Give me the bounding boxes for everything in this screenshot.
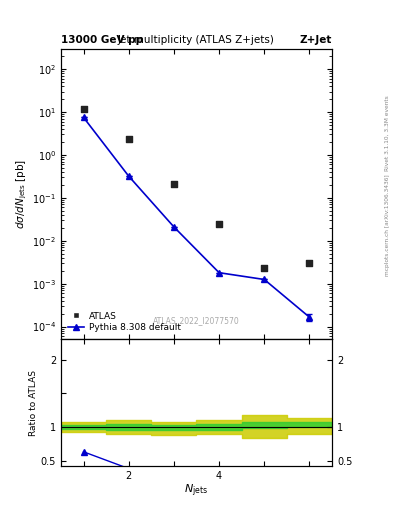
Text: Rivet 3.1.10, 3.3M events: Rivet 3.1.10, 3.3M events <box>385 95 389 171</box>
Point <box>216 220 222 228</box>
Legend: ATLAS, Pythia 8.308 default: ATLAS, Pythia 8.308 default <box>65 309 184 335</box>
Point <box>171 180 177 188</box>
Point <box>261 264 267 272</box>
Y-axis label: Ratio to ATLAS: Ratio to ATLAS <box>29 370 38 436</box>
X-axis label: $N_\mathrm{jets}$: $N_\mathrm{jets}$ <box>184 482 209 499</box>
Title: Jet multiplicity (ATLAS Z+jets): Jet multiplicity (ATLAS Z+jets) <box>118 35 275 45</box>
Text: 13000 GeV pp: 13000 GeV pp <box>61 35 143 45</box>
Text: Z+Jet: Z+Jet <box>300 35 332 45</box>
Point <box>80 105 86 114</box>
Text: mcplots.cern.ch [arXiv:1306.3436]: mcplots.cern.ch [arXiv:1306.3436] <box>385 175 389 276</box>
Point <box>125 135 132 143</box>
Y-axis label: $d\sigma/dN_\mathrm{jets}$ [pb]: $d\sigma/dN_\mathrm{jets}$ [pb] <box>15 159 29 229</box>
Text: ATLAS_2022_I2077570: ATLAS_2022_I2077570 <box>153 316 240 325</box>
Point <box>307 259 313 267</box>
